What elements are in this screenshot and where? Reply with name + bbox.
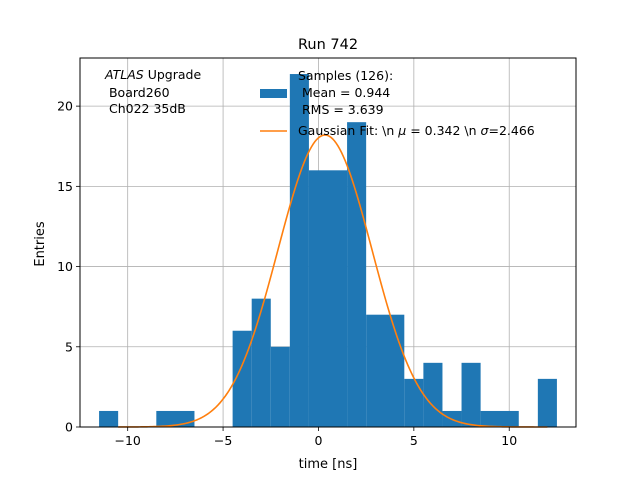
gaussian-fit: [118, 134, 548, 428]
x-tick-label: 10: [501, 433, 517, 448]
y-tick-label: 20: [57, 99, 73, 114]
histogram-bar: [99, 410, 119, 427]
gaussian-fit-curve: [118, 134, 548, 428]
legend-fit-mu: μ: [397, 123, 406, 138]
x-axis-label: time [ns]: [299, 457, 358, 472]
legend-histogram-line-2: Mean = 0.944: [298, 85, 390, 100]
annotation-line-2: Board260: [105, 85, 170, 100]
histogram-bar: [251, 298, 271, 427]
x-axis-ticks: −10 −5 0 5 10: [114, 427, 517, 448]
legend-fit-suffix: =2.466: [488, 123, 534, 138]
atlas-annotation: ATLAS Upgrade Board260 Ch022 35dB: [104, 67, 201, 116]
axes-frame: [79, 57, 577, 428]
histogram-bar: [480, 410, 519, 427]
y-tick-label: 5: [65, 339, 73, 354]
x-tick-label: 0: [314, 433, 322, 448]
x-tick-label: −10: [114, 433, 140, 448]
histogram-bar: [366, 314, 405, 427]
legend-fit-mid: = 0.342 \n: [406, 123, 480, 138]
histogram-bar: [308, 170, 348, 427]
histogram-bars: [99, 74, 557, 427]
histogram-bar: [404, 378, 424, 427]
legend-histogram-line-1: Samples (126):: [298, 68, 393, 83]
y-tick-label: 0: [65, 420, 73, 435]
legend-fit-sigma: σ: [481, 123, 490, 138]
y-tick-label: 15: [57, 179, 73, 194]
legend-histogram-swatch: [260, 89, 287, 98]
histogram-bar: [270, 346, 290, 427]
y-axis-ticks: 0 5 10 15 20: [57, 99, 80, 435]
annotation-line-3: Ch022 35dB: [105, 101, 186, 116]
chart-title: Run 742: [298, 37, 358, 53]
annotation-line-1: ATLAS Upgrade: [104, 67, 201, 82]
annotation-atlas: ATLAS: [104, 67, 144, 82]
legend-histogram-line-3: RMS = 3.639: [298, 102, 384, 117]
legend-fit-label: Gaussian Fit: \n μ = 0.342 \n σ=2.466: [298, 123, 535, 138]
legend: Samples (126): Mean = 0.944 RMS = 3.639 …: [260, 68, 535, 138]
histogram-bar: [537, 378, 557, 427]
legend-fit-prefix: Gaussian Fit: \n: [298, 123, 398, 138]
annotation-upgrade: Upgrade: [144, 67, 202, 82]
y-tick-label: 10: [57, 259, 73, 274]
histogram-bar: [347, 122, 367, 427]
x-tick-label: −5: [214, 433, 232, 448]
histogram-bar: [461, 362, 481, 427]
histogram-bar: [423, 362, 443, 427]
x-tick-label: 5: [410, 433, 418, 448]
y-axis-label: Entries: [33, 221, 48, 267]
